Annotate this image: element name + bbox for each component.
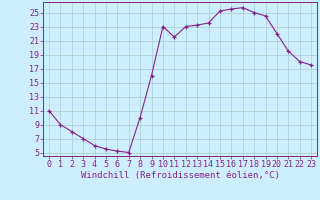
X-axis label: Windchill (Refroidissement éolien,°C): Windchill (Refroidissement éolien,°C) xyxy=(81,171,279,180)
